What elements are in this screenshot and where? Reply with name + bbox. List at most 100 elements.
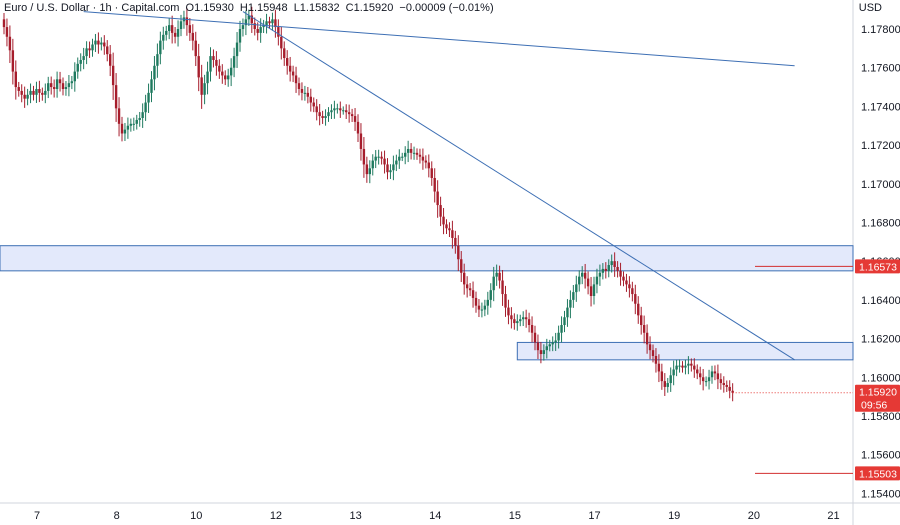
candle-body (50, 83, 53, 88)
candle-body (442, 216, 445, 225)
y-tick-label: 1.15600 (861, 450, 900, 462)
candle-body (330, 110, 333, 113)
support-price-badge-text: 1.15503 (859, 468, 897, 480)
candle-body (598, 272, 602, 277)
candle-body (498, 272, 501, 281)
candle-body (5, 27, 9, 37)
candle-body (318, 112, 321, 117)
candle-body (362, 148, 366, 165)
last-price-badge-text: 1.15920 (859, 387, 897, 399)
candle-body (191, 32, 194, 41)
candle-body (616, 266, 619, 271)
symbol-title[interactable]: Euro / U.S. Dollar · 1h · Capital.com (4, 2, 180, 14)
candle-body (492, 276, 495, 291)
candle-body (613, 261, 616, 267)
candle-body (415, 152, 419, 155)
candle-body (35, 88, 38, 95)
candle-body (642, 325, 646, 333)
candle-body (486, 299, 489, 306)
y-tick-label: 1.15400 (861, 488, 900, 500)
candle-body (97, 40, 100, 45)
candle-body (684, 365, 687, 368)
candle-body (61, 83, 65, 89)
candle-body (212, 56, 215, 60)
candle-body (188, 25, 192, 33)
candle-body (554, 340, 557, 343)
candle-body (150, 79, 153, 93)
candle-body (622, 276, 625, 281)
high-value: H1.15948 (239, 2, 288, 14)
candle-body (206, 71, 209, 84)
candle-body (687, 363, 690, 366)
candle-body (471, 290, 475, 298)
candle-body (32, 90, 35, 95)
candle-body (85, 48, 88, 57)
candle-body (250, 15, 253, 24)
candle-body (253, 23, 256, 30)
candle-body (88, 48, 91, 51)
candle-body (457, 245, 460, 260)
candle-body (324, 116, 327, 119)
candle-body (162, 34, 165, 41)
candle-body (111, 65, 115, 86)
x-tick-label: 19 (668, 510, 680, 522)
candle-body (716, 373, 720, 380)
candle-body (82, 56, 85, 60)
candle-body (660, 371, 664, 382)
candle-body (2, 19, 6, 28)
candle-body (719, 379, 723, 384)
candle-body (519, 319, 522, 322)
candle-body (374, 156, 377, 161)
candle-body (303, 92, 307, 94)
candle-body (530, 325, 534, 333)
candle-body (8, 36, 12, 51)
y-tick-label: 1.17000 (861, 179, 900, 191)
candle-body (468, 288, 472, 291)
candle-body (583, 272, 587, 279)
candle-body (300, 88, 304, 93)
candle-body (350, 114, 354, 117)
candle-body (693, 365, 696, 370)
candle-body (238, 29, 242, 43)
candle-body (657, 363, 661, 372)
candle-body (79, 59, 82, 64)
candle-body (153, 65, 156, 80)
candle-body (663, 381, 666, 387)
x-tick-label: 12 (270, 510, 282, 522)
candle-body (637, 303, 640, 316)
y-tick-label: 1.17400 (861, 101, 900, 113)
candle-body (312, 102, 315, 107)
candle-body (510, 315, 513, 320)
candle-body (371, 160, 374, 169)
candle-body (221, 71, 224, 76)
candle-body (76, 63, 79, 72)
candle-body (380, 156, 383, 159)
candle-body (106, 46, 109, 55)
candle-body (516, 321, 519, 324)
countdown-badge-text: 09:56 (861, 400, 887, 412)
currency-label[interactable]: USD (858, 2, 882, 14)
candle-body (625, 280, 628, 285)
candle-body (533, 332, 537, 343)
candle-body (259, 27, 262, 33)
candle-body (309, 96, 312, 103)
candle-body (527, 319, 531, 326)
candle-body (690, 363, 693, 366)
candle-body (11, 50, 15, 72)
candle-body (168, 25, 171, 31)
candle-body (94, 40, 97, 45)
candle-body (194, 40, 197, 57)
candle-body (47, 83, 50, 91)
candle-body (581, 272, 584, 277)
candle-body (315, 106, 318, 113)
candle-body (722, 383, 725, 385)
candle-body (52, 87, 56, 89)
candle-body (41, 92, 44, 95)
candle-body (159, 40, 162, 55)
candle-body (412, 152, 416, 154)
candle-body (286, 58, 289, 66)
candle-body (728, 386, 731, 391)
candle-body (203, 83, 206, 95)
candle-body (67, 83, 71, 88)
